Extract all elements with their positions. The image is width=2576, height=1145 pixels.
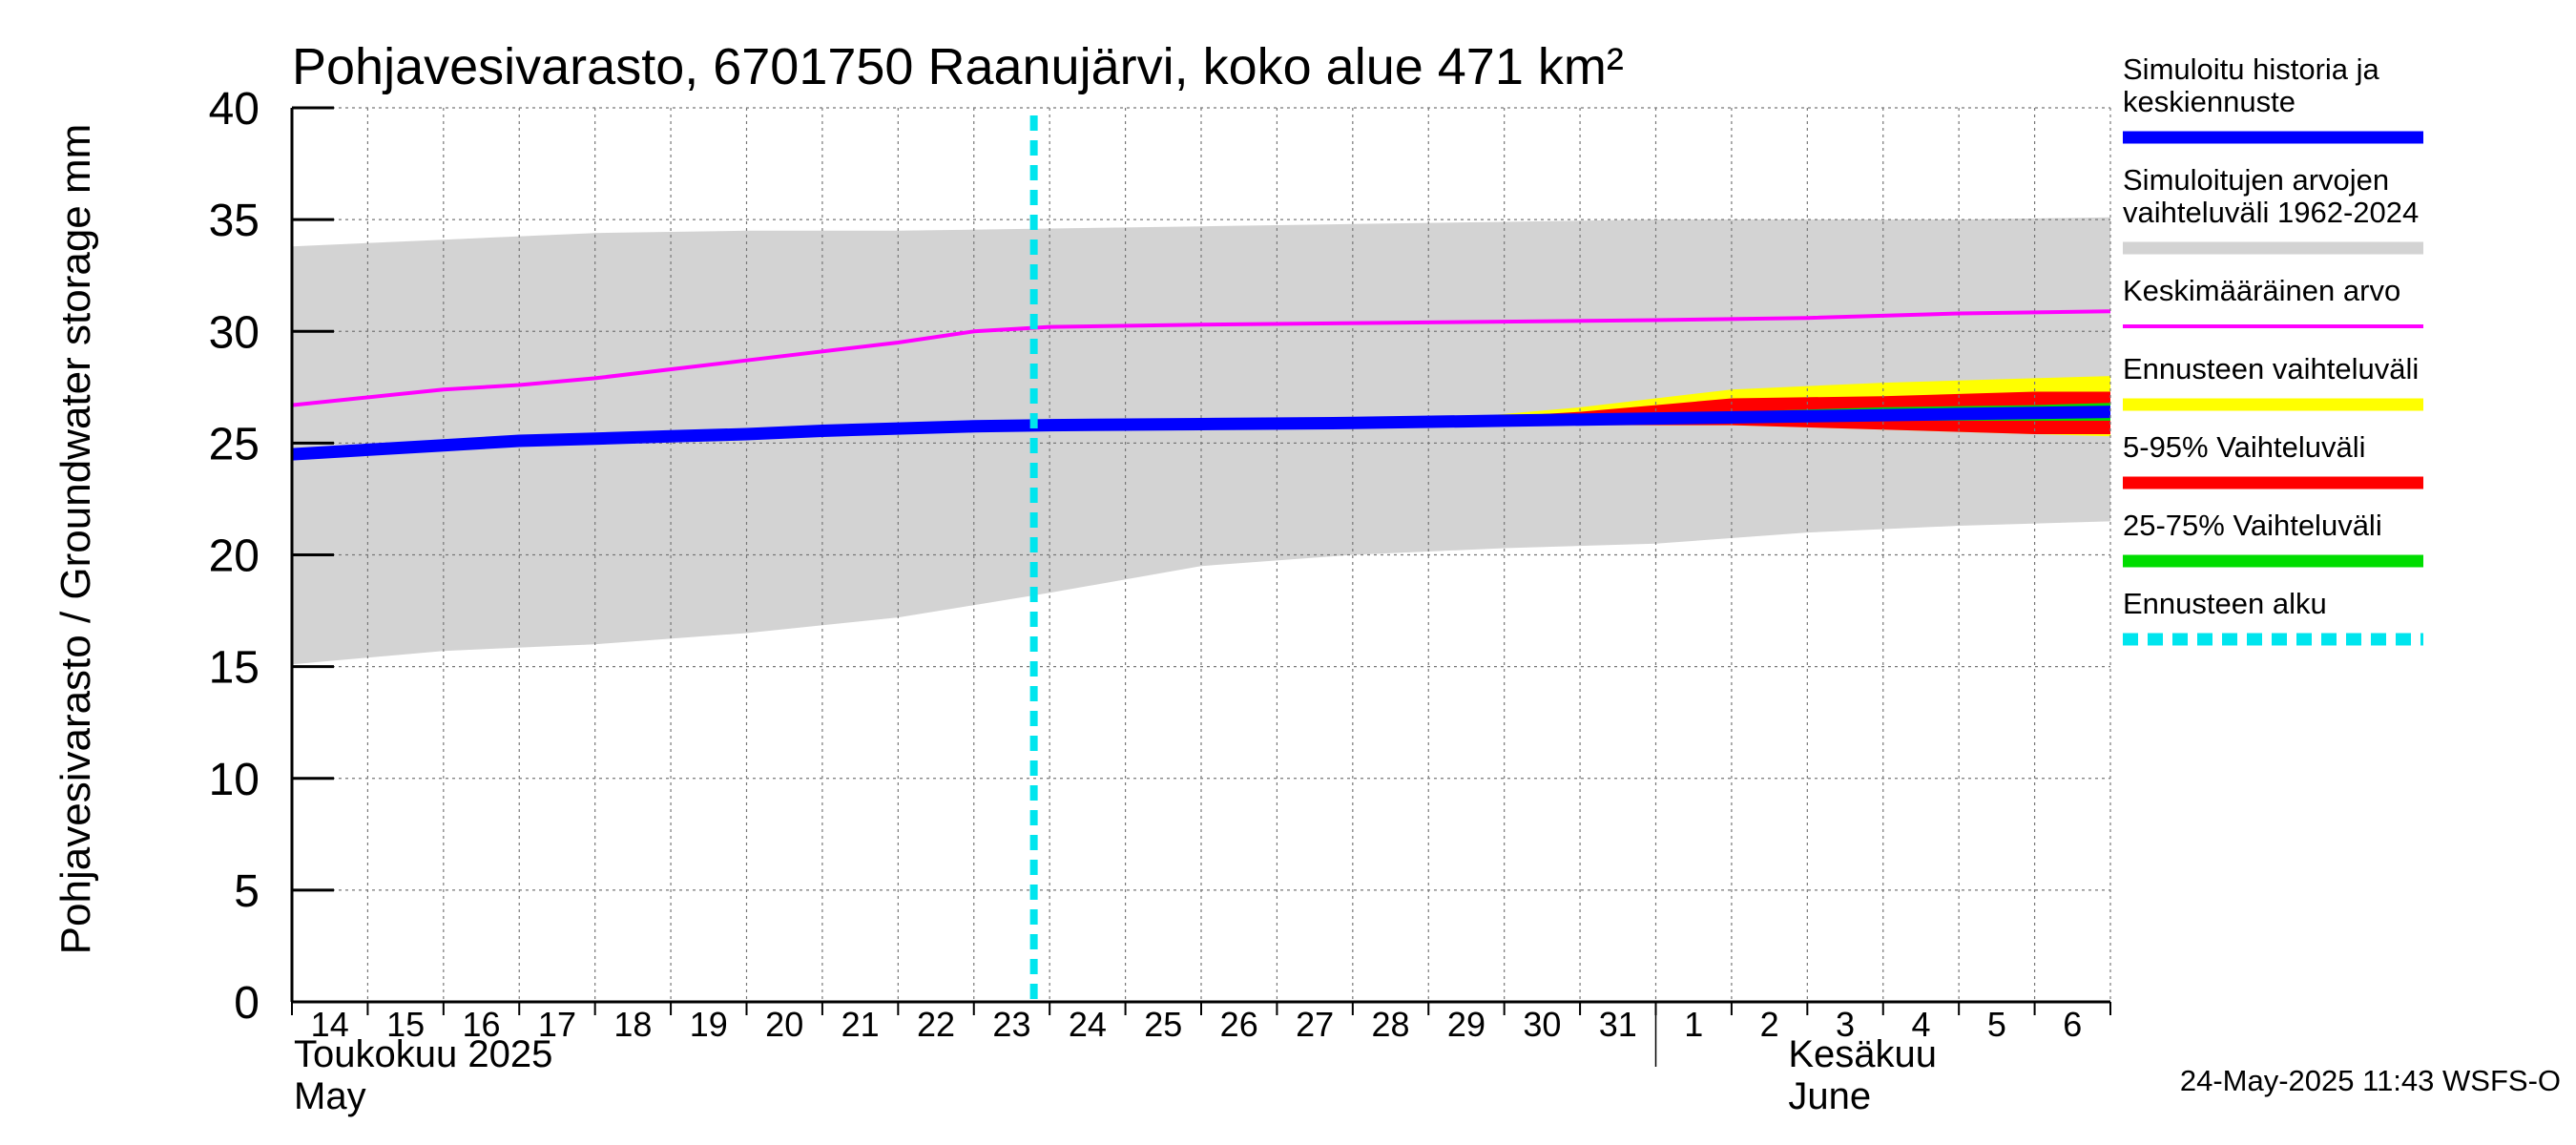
x-tick-label: 15 xyxy=(386,1005,425,1044)
legend-label: Ennusteen alku xyxy=(2123,587,2327,620)
month-label-fi: Kesäkuu xyxy=(1788,1033,1937,1075)
x-tick-label: 3 xyxy=(1836,1005,1855,1044)
x-tick-label: 27 xyxy=(1296,1005,1334,1044)
x-tick-label: 24 xyxy=(1069,1005,1107,1044)
x-tick-label: 19 xyxy=(690,1005,728,1044)
series-keskim-r-inen-arvo xyxy=(291,309,2111,407)
legend-label: keskiennuste xyxy=(2123,85,2296,118)
x-tick-label: 4 xyxy=(1911,1005,1930,1044)
x-tick-label: 28 xyxy=(1372,1005,1410,1044)
grid-layer xyxy=(292,108,2110,1002)
x-tick-label: 2 xyxy=(1760,1005,1779,1044)
legend-label: 5-95% Vaihteluväli xyxy=(2123,430,2365,464)
legend-label: Ennusteen vaihteluväli xyxy=(2123,352,2419,385)
x-tick-label: 29 xyxy=(1447,1005,1485,1044)
y-tick-label: 0 xyxy=(234,978,260,1029)
x-tick-label: 30 xyxy=(1523,1005,1561,1044)
month-label-fi: Toukokuu 2025 xyxy=(294,1033,552,1075)
month-label-en: June xyxy=(1788,1075,1871,1117)
x-tick-label: 22 xyxy=(917,1005,955,1044)
y-tick-label: 20 xyxy=(209,531,260,582)
x-tick-label: 5 xyxy=(1987,1005,2006,1044)
x-tick-label: 1 xyxy=(1684,1005,1703,1044)
legend-label: Simuloitu historia ja xyxy=(2123,52,2380,86)
lines-layer xyxy=(291,115,2111,1002)
x-tick-label: 23 xyxy=(992,1005,1030,1044)
legend-item: Ennusteen vaihteluväli xyxy=(2123,352,2423,411)
y-axis-label: Pohjavesivarasto / Groundwater storage m… xyxy=(52,124,99,955)
legend-label: Simuloitujen arvojen xyxy=(2123,163,2389,197)
x-tick-label: 18 xyxy=(613,1005,652,1044)
legend-item: 5-95% Vaihteluväli xyxy=(2123,430,2423,489)
x-tick-label: 20 xyxy=(765,1005,803,1044)
chart-title: Pohjavesivarasto, 6701750 Raanujärvi, ko… xyxy=(292,38,1624,95)
legend-item: Ennusteen alku xyxy=(2123,587,2423,646)
month-label-en: May xyxy=(294,1075,366,1117)
y-tick-label: 5 xyxy=(234,866,260,917)
x-tick-label: 14 xyxy=(311,1005,349,1044)
x-tick-label: 26 xyxy=(1220,1005,1258,1044)
legend-label: vaihteluväli 1962-2024 xyxy=(2123,196,2419,229)
y-tick-label: 40 xyxy=(209,84,260,135)
x-tick-label: 31 xyxy=(1599,1005,1637,1044)
x-tick-label: 17 xyxy=(538,1005,576,1044)
x-tick-label: 25 xyxy=(1144,1005,1182,1044)
y-tick-label: 10 xyxy=(209,755,260,805)
y-tick-label: 35 xyxy=(209,196,260,246)
y-tick-label: 30 xyxy=(209,307,260,358)
series-simuloitu-historia-ja-keskiennuste xyxy=(291,406,2111,461)
legend-item: 25-75% Vaihteluväli xyxy=(2123,509,2423,568)
legend-label: 25-75% Vaihteluväli xyxy=(2123,509,2382,542)
legend-item: Keskimääräinen arvo xyxy=(2123,274,2423,328)
y-tick-label: 15 xyxy=(209,643,260,694)
legend: Simuloitu historia jakeskiennusteSimuloi… xyxy=(2123,52,2423,646)
y-tick-label: 25 xyxy=(209,419,260,469)
x-tick-label: 16 xyxy=(463,1005,501,1044)
x-tick-label: 6 xyxy=(2063,1005,2082,1044)
footer-timestamp: 24-May-2025 11:43 WSFS-O xyxy=(2180,1064,2561,1097)
legend-label: Keskimääräinen arvo xyxy=(2123,274,2400,307)
x-tick-label: 21 xyxy=(841,1005,880,1044)
